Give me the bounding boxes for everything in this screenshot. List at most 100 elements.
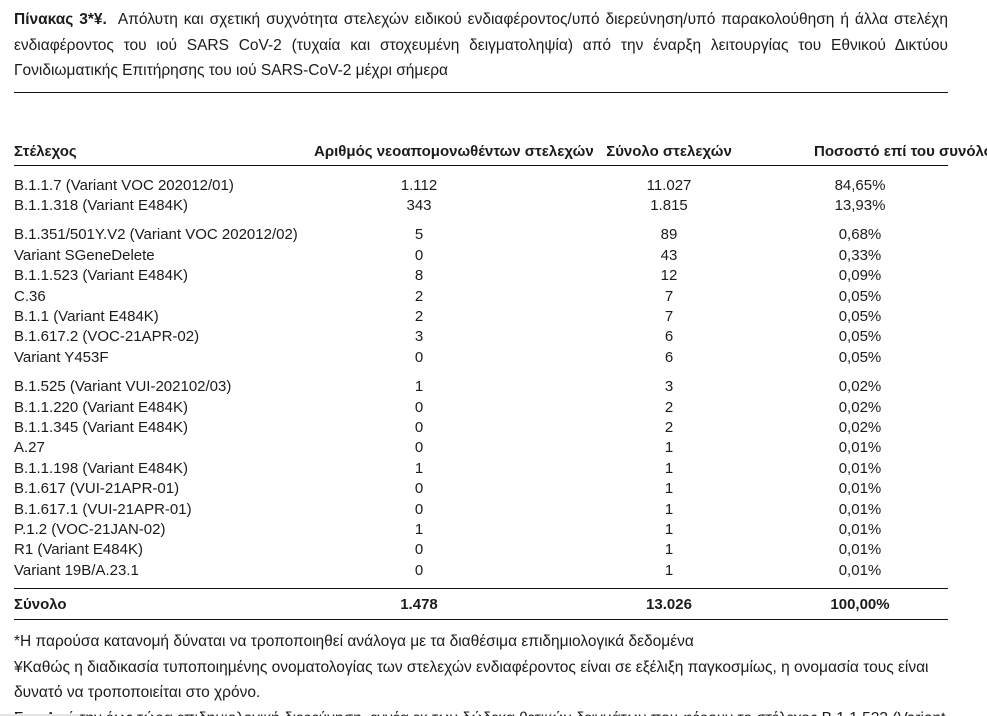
total-count: 12 <box>660 267 678 285</box>
strain-name: C.36 <box>14 287 46 305</box>
new-isolates-count: 0 <box>414 541 424 559</box>
new-isolates-count: 1 <box>414 378 424 396</box>
total-percentage: 100,00% <box>830 596 890 614</box>
new-isolates-count: 343 <box>406 196 432 214</box>
footnotes: *Η παρούσα κατανομή δύναται να τροποποιη… <box>14 629 948 716</box>
percentage: 0,05% <box>838 307 882 325</box>
new-isolates-count: 2 <box>414 307 424 325</box>
header-total-strains: Σύνολο στελεχών <box>606 142 732 160</box>
new-isolates-count: 3 <box>414 328 424 346</box>
percentage: 0,01% <box>838 521 882 538</box>
table-header-row: Στέλεχος Αριθμός νεοαπομονωθέντων στελεχ… <box>14 142 987 165</box>
new-isolates-count: 0 <box>414 480 424 498</box>
footnote: Σημ.Από την έως τώρα επιδημιολογική διερ… <box>14 706 948 716</box>
total-count: 2 <box>664 398 674 416</box>
caption-number: Πίνακας 3*¥. <box>14 11 107 28</box>
percentage: 0,05% <box>838 287 882 305</box>
table-row-group: B.1.1.7 (Variant VOC 202012/01) 1.112 11.0… <box>14 176 948 217</box>
new-isolates-count: 0 <box>414 561 424 579</box>
table-row: B.1.1.220 (Variant E484K) 0 2 0,02% <box>14 398 948 418</box>
strain-name: B.1.1.220 (Variant E484K) <box>14 398 188 416</box>
percentage: 0,68% <box>838 226 882 244</box>
new-isolates-count: 8 <box>414 267 424 285</box>
new-isolates-count: 0 <box>414 500 424 518</box>
total-count: 6 <box>664 328 674 346</box>
table-row: B.1.351/501Y.V2 (Variant VOC 202012/02) 5… <box>14 225 948 245</box>
strain-name: B.1.617.2 (VOC-21APR-02) <box>14 328 200 346</box>
total-count: 1 <box>664 561 674 579</box>
new-isolates-count: 5 <box>414 226 424 244</box>
new-isolates-count: 0 <box>414 418 424 436</box>
total-count: 1 <box>664 459 674 477</box>
strain-name: B.1.1.345 (Variant E484K) <box>14 418 188 436</box>
strain-name: Variant Y453F <box>14 348 109 366</box>
header-percentage: Ποσοστό επί του συνόλου <box>814 142 987 160</box>
total-count: 1 <box>664 500 674 518</box>
percentage: 0,01% <box>838 561 882 579</box>
new-isolates-count: 2 <box>414 287 424 305</box>
table-row: B.1.1.198 (Variant E484K) 1 1 0,01% <box>14 459 948 479</box>
percentage: 0,33% <box>838 246 882 264</box>
table-row: Variant Y453F 0 6 0,05% <box>14 348 948 368</box>
header-new-isolates: Αριθμός νεοαπομονωθέντων στελεχών <box>314 142 594 160</box>
footnote: ¥Καθώς η διαδικασία τυποποιημένης ονοματ… <box>14 658 929 702</box>
percentage: 0,02% <box>838 378 882 396</box>
strain-name: R1 (Variant E484K) <box>14 541 143 559</box>
new-isolates-count: 0 <box>414 348 424 366</box>
percentage: 13,93% <box>834 196 886 214</box>
table-body: B.1.1.7 (Variant VOC 202012/01) 1.112 11.0… <box>14 166 948 589</box>
strain-name: B.1.525 (Variant VUI-202102/03) <box>14 378 232 396</box>
table-row: C.36 2 7 0,05% <box>14 287 948 307</box>
percentage: 0,02% <box>838 418 882 436</box>
pre-total-rule <box>14 588 948 590</box>
strain-name: Variant SGeneDelete <box>14 246 155 264</box>
table-row: B.1.1 (Variant E484K) 2 7 0,05% <box>14 307 948 327</box>
top-rule <box>14 91 948 93</box>
total-new-isolates: 1.478 <box>400 596 438 614</box>
table-row: Variant 19B/A.23.1 0 1 0,01% <box>14 561 948 581</box>
percentage: 0,01% <box>838 541 882 559</box>
footnote: *Η παρούσα κατανομή δύναται να τροποποιη… <box>14 633 694 651</box>
total-count: 3 <box>664 378 674 396</box>
percentage: 84,65% <box>834 176 886 194</box>
table-row: A.27 0 1 0,01% <box>14 438 948 458</box>
new-isolates-count: 1.112 <box>400 176 438 194</box>
total-row: Σύνολο 1.478 13.026 100,00% <box>14 589 948 619</box>
percentage: 0,01% <box>838 480 882 498</box>
new-isolates-count: 0 <box>414 246 424 264</box>
table-row: B.1.525 (Variant VUI-202102/03) 1 3 0,02% <box>14 377 948 397</box>
total-count: 7 <box>664 287 674 305</box>
table-row-group: B.1.525 (Variant VUI-202102/03) 1 3 0,02% B.… <box>14 377 948 581</box>
percentage: 0,01% <box>838 500 882 518</box>
strain-name: B.1.1.7 (Variant VOC 202012/01) <box>14 176 234 194</box>
percentage: 0,05% <box>838 328 882 346</box>
percentage: 0,09% <box>838 267 882 285</box>
total-count: 6 <box>664 348 674 366</box>
table-row: B.1.617.2 (VOC-21APR-02) 3 6 0,05% <box>14 327 948 347</box>
table-row: B.1.1.318 (Variant E484K) 343 1.815 13,93% <box>14 196 948 216</box>
table-row-group: B.1.351/501Y.V2 (Variant VOC 202012/02) 5… <box>14 225 948 368</box>
percentage: 0,02% <box>838 398 882 416</box>
table-row: R1 (Variant E484K) 0 1 0,01% <box>14 540 948 560</box>
table-row: B.1.617.1 (VUI-21APR-01) 0 1 0,01% <box>14 500 948 520</box>
table-row: Variant SGeneDelete 0 43 0,33% <box>14 246 948 266</box>
strain-name: B.1.617 (VUI-21APR-01) <box>14 480 180 498</box>
total-count: 1.815 <box>650 196 688 214</box>
table-row: B.1.617 (VUI-21APR-01) 0 1 0,01% <box>14 479 948 499</box>
total-count: 89 <box>660 226 678 244</box>
percentage: 0,01% <box>838 459 882 477</box>
variants-table: Στέλεχος Αριθμός νεοαπομονωθέντων στελεχ… <box>14 142 987 621</box>
strain-name: B.1.1.523 (Variant E484K) <box>14 267 188 285</box>
total-count: 1 <box>664 480 674 498</box>
total-count: 43 <box>660 246 678 264</box>
strain-name: B.1.617.1 (VUI-21APR-01) <box>14 500 192 518</box>
strain-name: B.1.1.318 (Variant E484K) <box>14 196 188 214</box>
post-total-rule <box>14 619 948 621</box>
table-row: P.1.2 (VOC-21JAN-02) 1 1 0,01% <box>14 520 948 540</box>
total-count: 11.027 <box>646 176 692 194</box>
header-rule <box>14 164 948 166</box>
total-count: 1 <box>664 439 674 457</box>
strain-name: Variant 19B/A.23.1 <box>14 561 139 579</box>
table-row: B.1.1.523 (Variant E484K) 8 12 0,09% <box>14 266 948 286</box>
